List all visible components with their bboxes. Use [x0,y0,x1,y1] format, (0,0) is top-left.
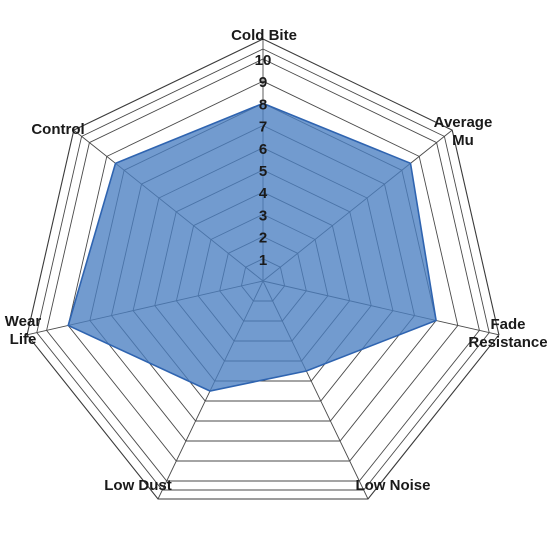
tick-label-4: 4 [259,185,268,202]
radial-tick-labels: 1 2 3 4 5 6 7 8 9 10 [255,52,272,269]
grid-ring [46,58,480,482]
tick-label-1: 1 [259,252,267,269]
axis-label-control: Control [31,121,84,138]
tick-label-2: 2 [259,230,267,247]
tick-label-8: 8 [259,96,267,113]
tick-label-6: 6 [259,141,267,158]
tick-label-3: 3 [259,207,267,224]
grid-ring [67,80,459,462]
grid-ring [36,48,490,491]
tick-label-5: 5 [259,163,267,180]
axis-label-average-mu: Average Mu [434,114,493,149]
axis-label-wear-life: Wear Life [5,313,42,348]
axis-label-fade-resistance: Fade Resistance [468,316,547,351]
series-area [67,102,437,392]
tick-label-7: 7 [259,119,267,136]
tick-label-10: 10 [255,52,272,69]
axis-label-low-noise: Low Noise [355,477,430,494]
axis-label-cold-bite: Cold Bite [231,27,297,44]
series-layer [67,102,437,392]
axis-label-low-dust: Low Dust [104,477,172,494]
axis-labels: Cold Bite Average Mu Fade Resistance Low Nois… [5,27,548,494]
tick-label-9: 9 [259,74,267,91]
